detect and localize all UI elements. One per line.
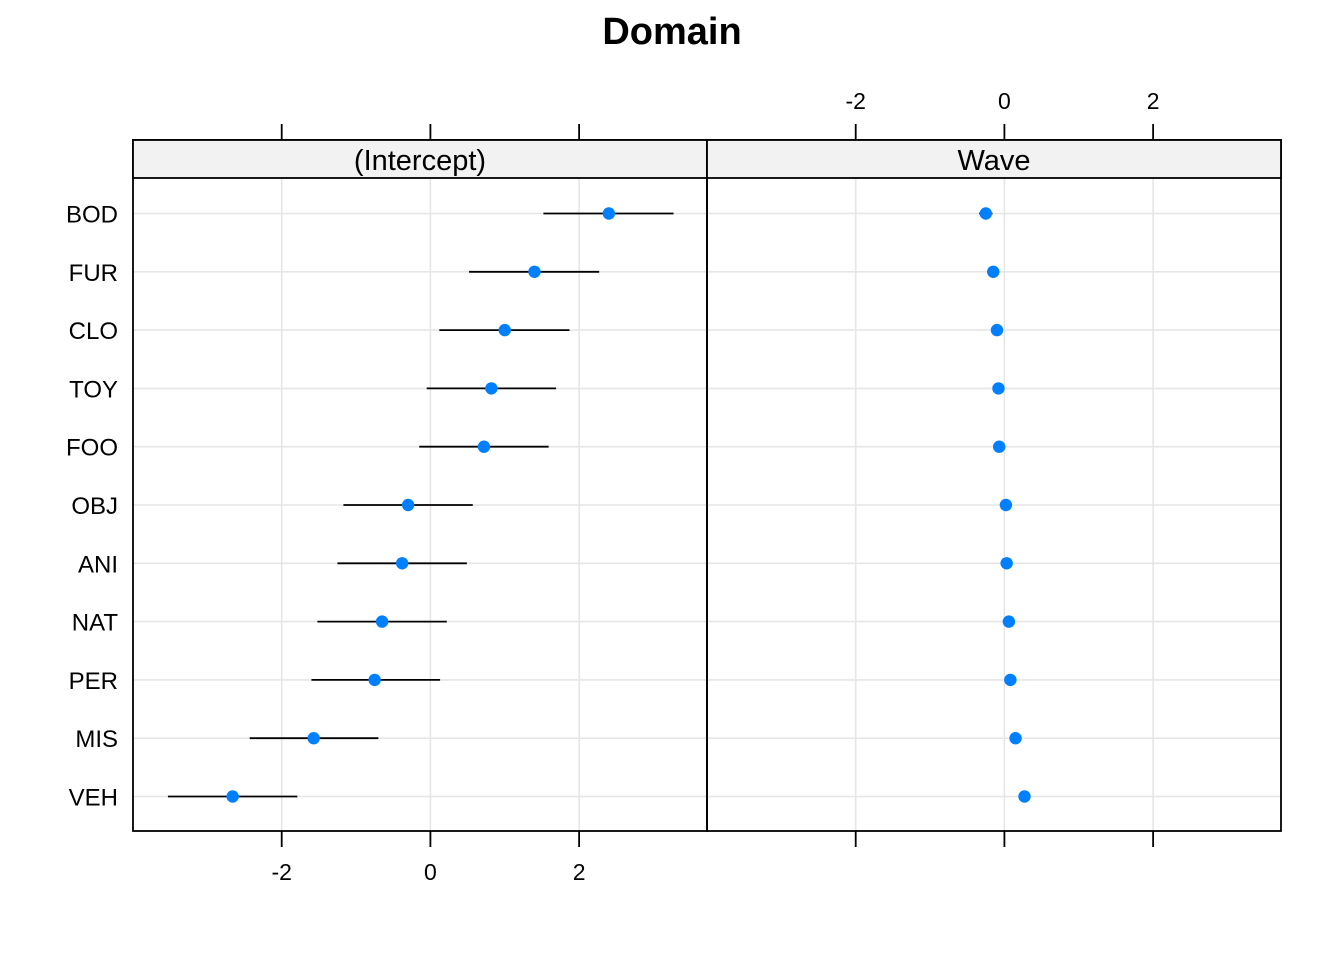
data-point	[979, 207, 993, 220]
category-label: OBJ	[71, 493, 118, 520]
data-point	[987, 265, 1000, 278]
data-point	[401, 498, 415, 512]
data-point	[368, 673, 381, 687]
category-label: MIS	[75, 726, 118, 753]
data-point	[1000, 557, 1013, 570]
data-point	[992, 382, 1005, 395]
category-label: CLO	[69, 318, 118, 345]
category-label: NAT	[72, 610, 119, 637]
data-point	[485, 382, 498, 395]
data-point	[990, 323, 1004, 337]
category-label: ANI	[78, 551, 118, 578]
category-label: BOD	[66, 202, 118, 229]
panel-border-intercept	[132, 139, 708, 832]
strip-wave	[706, 139, 1282, 179]
data-point	[307, 732, 320, 745]
x-tick-label-top: 2	[1147, 88, 1160, 114]
data-point	[477, 440, 491, 453]
category-label: TOY	[69, 376, 118, 403]
category-label: FUR	[69, 260, 118, 287]
category-label: VEH	[69, 785, 118, 812]
data-point	[395, 557, 409, 570]
strip-label: Wave	[957, 145, 1030, 177]
x-tick-label-bottom: -2	[271, 859, 291, 885]
strip-label: (Intercept)	[354, 145, 486, 177]
plot-layer: (Intercept) Wave -2 -2 0 0 2 2 BOD FUR CLO TOY FOO OB…	[66, 88, 1282, 885]
category-label: FOO	[66, 435, 118, 462]
data-point	[602, 207, 616, 220]
data-point	[375, 615, 389, 628]
data-point	[498, 323, 511, 337]
x-tick-label-bottom: 2	[573, 859, 586, 885]
x-tick-label-top: -2	[845, 88, 865, 114]
data-point	[1018, 790, 1031, 803]
data-point	[999, 498, 1013, 512]
panel-border-wave	[706, 139, 1282, 832]
data-point	[1004, 673, 1017, 687]
data-point	[1002, 615, 1016, 628]
x-tick-label-top: 0	[998, 88, 1011, 114]
chart-title: Domain	[602, 11, 741, 53]
x-tick-label-bottom: 0	[424, 859, 437, 885]
category-label: PER	[69, 668, 118, 695]
data-point	[993, 440, 1006, 453]
data-point	[226, 790, 239, 803]
data-point	[528, 265, 541, 278]
data-point	[1009, 732, 1022, 745]
